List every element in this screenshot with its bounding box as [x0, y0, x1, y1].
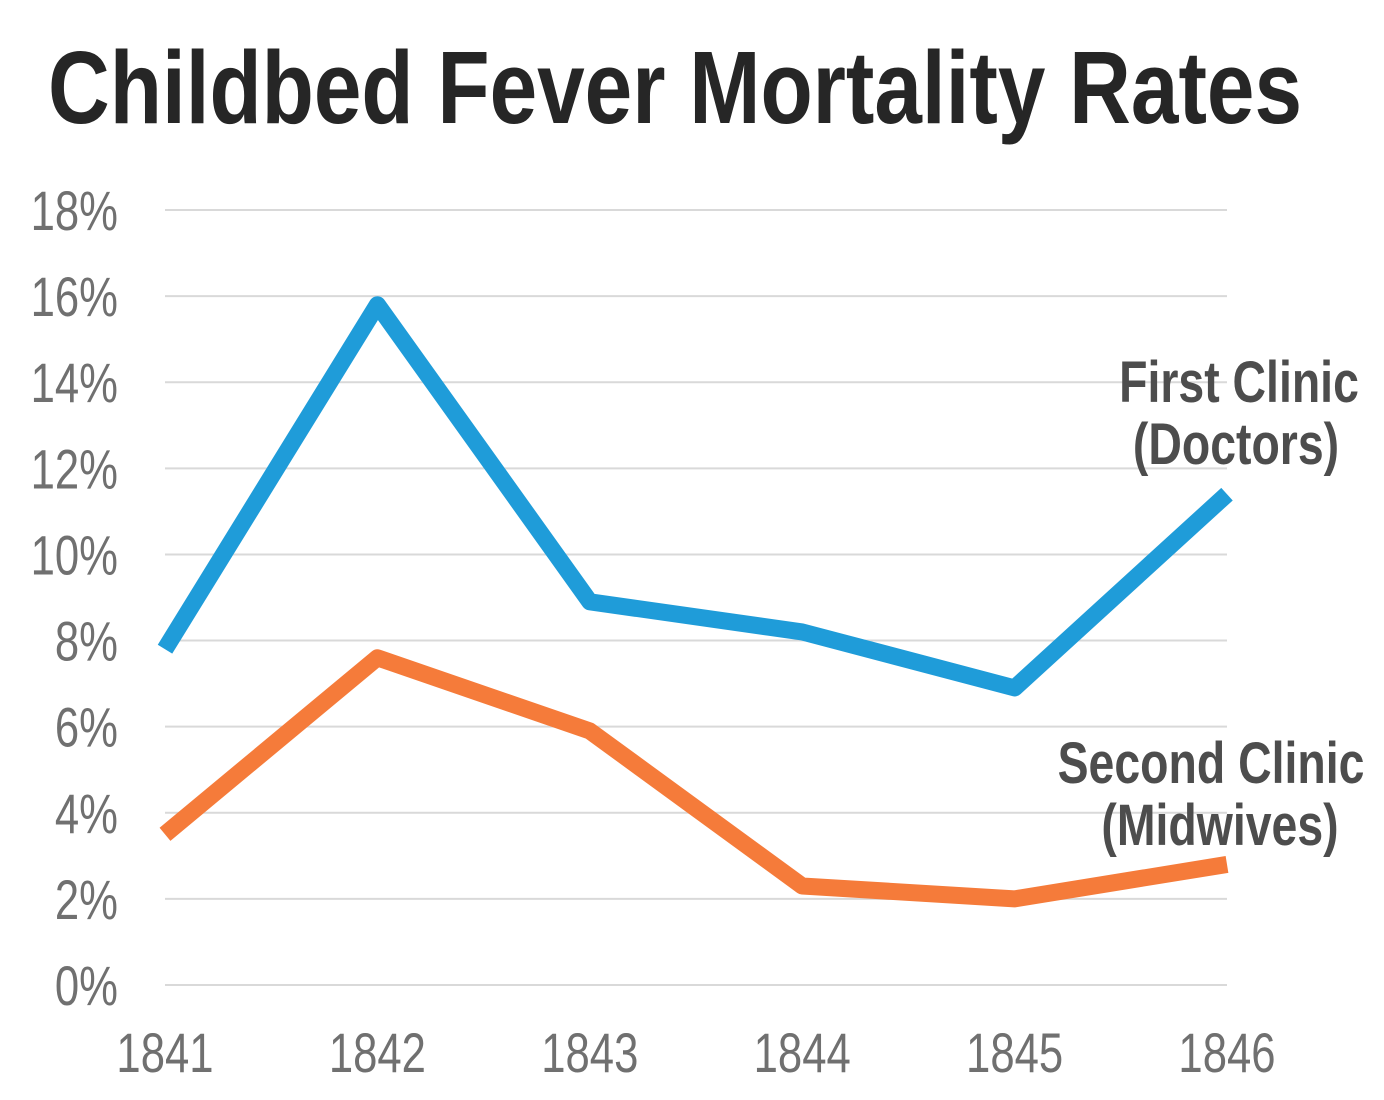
- y-tick-label: 4%: [55, 783, 118, 845]
- x-tick-label: 1841: [116, 1022, 213, 1084]
- y-tick-label: 0%: [55, 955, 118, 1017]
- x-tick-label: 1844: [754, 1022, 851, 1084]
- y-tick-label: 12%: [31, 438, 118, 500]
- x-tick-label: 1846: [1178, 1022, 1275, 1084]
- y-tick-label: 18%: [31, 180, 118, 242]
- x-tick-label: 1842: [329, 1022, 426, 1084]
- series-line-first-clinic: [157, 296, 1233, 697]
- series-label-first-clinic-line2: (Doctors): [1133, 412, 1339, 477]
- series-lines: [157, 296, 1233, 908]
- y-tick-label: 8%: [55, 610, 118, 672]
- x-tick-label: 1845: [966, 1022, 1063, 1084]
- series-label-second-clinic-line2: (Midwives): [1101, 793, 1338, 858]
- series-label-second-clinic: Second Clinic (Midwives): [1058, 731, 1365, 858]
- y-tick-label: 16%: [31, 266, 118, 328]
- chart-title: Childbed Fever Mortality Rates: [48, 31, 1302, 146]
- y-tick-label: 2%: [55, 869, 118, 931]
- x-tick-label: 1843: [541, 1022, 638, 1084]
- series-label-first-clinic-line1: First Clinic: [1119, 350, 1359, 415]
- y-tick-label: 14%: [31, 352, 118, 414]
- series-line-second-clinic: [159, 649, 1229, 908]
- series-label-first-clinic: First Clinic (Doctors): [1119, 350, 1359, 477]
- y-tick-label: 10%: [31, 524, 118, 586]
- gridlines: [165, 209, 1227, 986]
- y-tick-label: 6%: [55, 696, 118, 758]
- y-axis-tick-labels: 0% 2% 4% 6% 8% 10% 12% 14% 16% 18%: [31, 180, 118, 1017]
- series-label-second-clinic-line1: Second Clinic: [1058, 731, 1365, 796]
- x-axis-tick-labels: 1841 1842 1843 1844 1845 1846: [116, 1022, 1275, 1084]
